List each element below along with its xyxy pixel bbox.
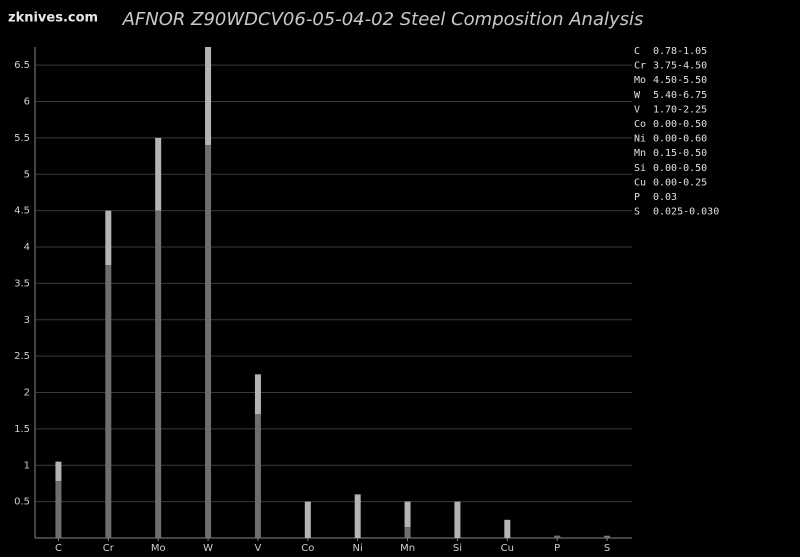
y-tick-label: 5.5	[14, 133, 30, 144]
max-bar	[404, 501, 411, 528]
legend-range: 0.00-0.25	[653, 177, 707, 188]
legend-range: 0.15-0.50	[653, 148, 707, 159]
max-bar	[354, 494, 361, 538]
legend-name: Cr	[634, 61, 646, 72]
legend-name: Ni	[634, 134, 646, 145]
min-bar	[105, 265, 112, 538]
y-tick-label: 6.5	[14, 60, 30, 71]
max-bar	[304, 501, 311, 538]
x-tick-label: W	[203, 543, 213, 554]
min-bar	[254, 414, 261, 538]
y-tick-label: 0.5	[14, 497, 30, 508]
legend-name: Mn	[634, 148, 646, 159]
x-tick-label: Co	[301, 543, 314, 554]
chart-title: AFNOR Z90WDCV06-05-04-02 Steel Compositi…	[122, 9, 644, 30]
legend-range: 0.025-0.030	[653, 207, 719, 218]
x-tick-label: Mn	[400, 543, 415, 554]
y-tick-label: 2.5	[14, 351, 30, 362]
y-tick-label: 1.5	[14, 424, 30, 435]
legend-range: 1.70-2.25	[653, 104, 707, 115]
x-tick-label: Cu	[501, 543, 514, 554]
legend-name: Cu	[634, 177, 646, 188]
legend-name: C	[634, 46, 640, 57]
y-tick-label: 5	[24, 169, 30, 180]
y-tick-label: 4.5	[14, 206, 30, 217]
legend-name: Co	[634, 119, 646, 130]
legend-name: P	[634, 192, 640, 203]
legend-range: 0.03	[653, 192, 677, 203]
x-tick-label: S	[604, 543, 610, 554]
y-tick-label: 3	[24, 315, 30, 326]
min-bar	[404, 527, 411, 538]
min-bar	[205, 145, 212, 538]
x-tick-label: P	[554, 543, 560, 554]
x-tick-label: V	[255, 543, 262, 554]
x-tick-label: Ni	[353, 543, 363, 554]
legend-name: Mo	[634, 75, 646, 86]
legend-range: 0.00-0.50	[653, 119, 707, 130]
min-bar	[604, 536, 611, 538]
legend-range: 0.78-1.05	[653, 46, 707, 57]
legend-range: 5.40-6.75	[653, 90, 707, 101]
y-tick-label: 3.5	[14, 278, 30, 289]
max-bar	[454, 501, 461, 538]
x-tick-label: Mo	[151, 543, 166, 554]
legend-name: W	[634, 90, 641, 101]
max-bar	[504, 519, 511, 538]
y-tick-label: 4	[24, 242, 30, 253]
legend-name: V	[634, 104, 640, 115]
legend-name: S	[634, 207, 640, 218]
legend-range: 4.50-5.50	[653, 75, 707, 86]
max-bar	[55, 461, 62, 482]
y-tick-label: 6	[24, 97, 30, 108]
min-bar	[554, 535, 561, 538]
y-tick-label: 2	[24, 388, 30, 399]
min-bar	[55, 481, 62, 538]
watermark: zknives.com	[8, 11, 98, 26]
x-tick-label: Si	[453, 543, 462, 554]
legend-range: 3.75-4.50	[653, 61, 707, 72]
max-bar	[254, 374, 261, 415]
legend-name: Si	[634, 163, 646, 174]
legend-range: 0.00-0.60	[653, 134, 707, 145]
x-tick-label: Cr	[103, 543, 115, 554]
max-bar	[105, 210, 112, 266]
max-bar	[155, 137, 162, 211]
y-tick-label: 1	[24, 460, 30, 471]
min-bar	[155, 210, 162, 538]
x-tick-label: C	[55, 543, 62, 554]
legend-range: 0.00-0.50	[653, 163, 707, 174]
max-bar	[205, 47, 212, 146]
